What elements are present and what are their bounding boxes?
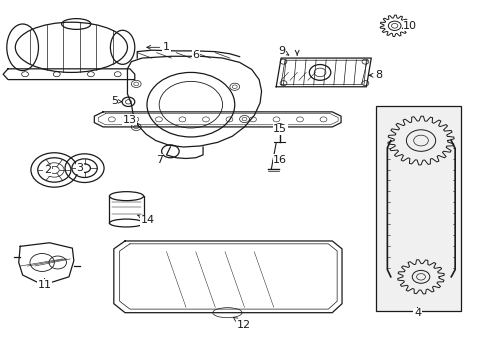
Text: 5: 5 [111, 96, 122, 106]
Bar [375, 107, 461, 311]
Text: 16: 16 [272, 154, 286, 165]
Text: 2: 2 [44, 165, 52, 175]
Text: 10: 10 [402, 21, 416, 31]
Text: 8: 8 [368, 70, 382, 80]
Text: 13: 13 [122, 115, 137, 125]
Text: 4: 4 [413, 308, 420, 318]
Text: 12: 12 [233, 318, 250, 329]
Text: 14: 14 [138, 215, 155, 225]
Text: 1: 1 [146, 42, 170, 52]
Text: 7: 7 [155, 154, 163, 165]
Text: 9: 9 [278, 46, 288, 56]
Text: 11: 11 [38, 279, 51, 290]
Text: 15: 15 [272, 124, 286, 134]
Text: 3: 3 [77, 163, 83, 173]
Text: 6: 6 [192, 50, 199, 61]
